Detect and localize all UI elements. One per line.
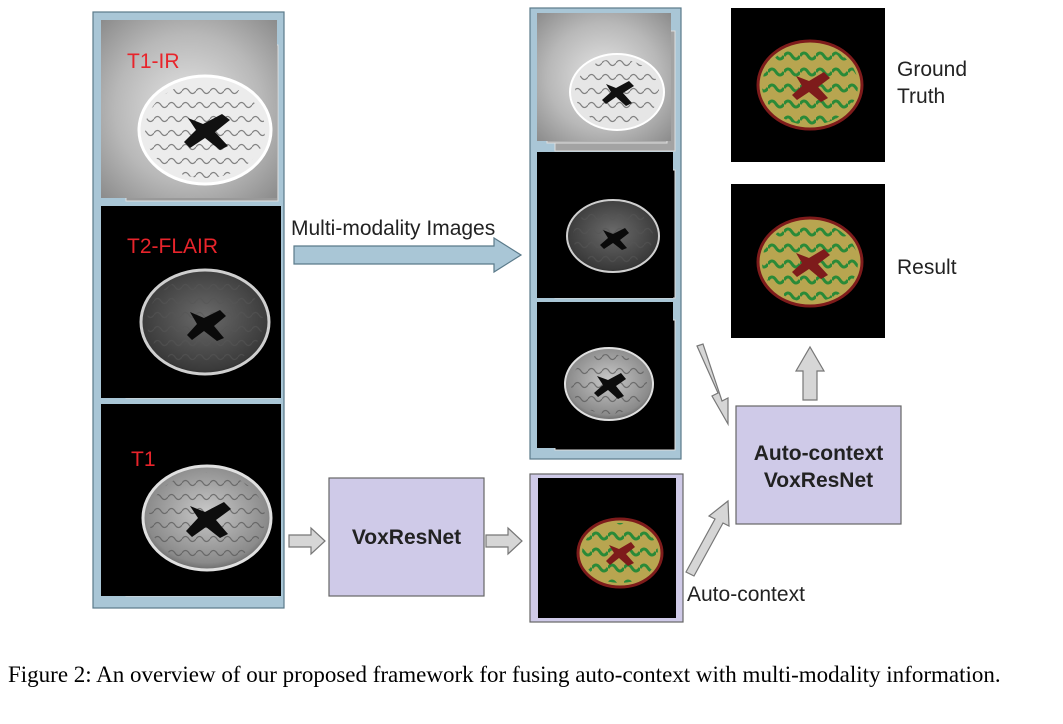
- stacked-modalities-panel: [529, 7, 682, 460]
- result-image: [731, 184, 885, 338]
- arrow-to-voxresnet: [288, 526, 326, 556]
- input-modalities-panel: T1-IR T2-FLAIR T1: [92, 11, 285, 609]
- ground-truth-label-line1: Ground: [897, 58, 967, 81]
- stacked-t1-image: [537, 302, 676, 451]
- arrow-from-stacked-images: [696, 343, 729, 427]
- autocontext-arrow: [685, 499, 730, 577]
- autocontext-voxresnet-label-line2: VoxResNet: [764, 469, 873, 492]
- t1ir-image-stack: [101, 20, 279, 202]
- framework-diagram: T1-IR T2-FLAIR T1 Multi-modality Images: [92, 7, 967, 623]
- multi-modality-arrow: [293, 236, 523, 274]
- multi-modality-label: Multi-modality Images: [291, 217, 495, 240]
- t1-image-stack: [101, 404, 281, 597]
- ground-truth-label-line2: Truth: [897, 85, 945, 108]
- figure-caption: Figure 2: An overview of our proposed fr…: [8, 662, 1001, 687]
- arrow-to-probability-map: [485, 526, 523, 556]
- autocontext-label: Auto-context: [687, 583, 805, 606]
- t1-label: T1: [131, 448, 156, 471]
- probability-map-panel: [529, 473, 684, 623]
- t2flair-image-stack: [101, 206, 281, 399]
- t2flair-label: T2-FLAIR: [127, 235, 218, 258]
- result-label: Result: [897, 256, 957, 279]
- autocontext-voxresnet-label-line1: Auto-context: [754, 442, 884, 465]
- t1ir-label: T1-IR: [127, 50, 180, 73]
- stacked-t1ir-image: [537, 13, 676, 152]
- stacked-t2flair-image: [537, 152, 676, 299]
- autocontext-voxresnet-box: Auto-context VoxResNet: [735, 405, 902, 525]
- ground-truth-image: [731, 8, 885, 162]
- voxresnet-label: VoxResNet: [352, 526, 461, 549]
- arrow-to-result: [794, 345, 826, 401]
- voxresnet-box: VoxResNet: [328, 477, 485, 597]
